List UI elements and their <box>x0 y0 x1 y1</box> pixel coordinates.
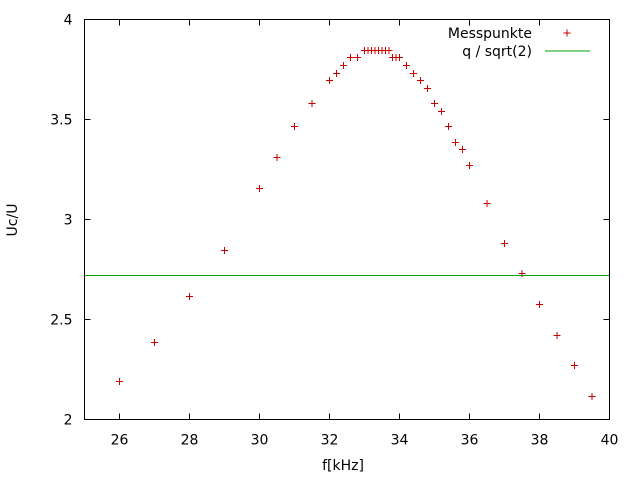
x-tick-labels: 26 28 30 32 34 36 38 40 <box>111 433 619 449</box>
legend: Messpunkte q / sqrt(2) <box>448 26 590 60</box>
x-tick-label: 38 <box>531 433 549 449</box>
data-point <box>466 162 473 169</box>
x-axis-label: f[kHz] <box>322 458 364 474</box>
x-tick-label: 40 <box>601 433 619 449</box>
data-point <box>333 70 340 77</box>
data-point <box>221 247 228 254</box>
data-point <box>553 332 561 339</box>
data-point <box>186 293 193 300</box>
y-tick-label: 2.5 <box>50 313 72 329</box>
legend-marker-messpunkte <box>563 29 571 37</box>
data-point <box>424 85 431 92</box>
data-point <box>347 54 354 61</box>
x-tick-label: 36 <box>461 433 479 449</box>
x-tick-label: 30 <box>251 433 269 449</box>
data-point <box>151 339 158 346</box>
y-tick-labels: 2 2.5 3 3.5 4 <box>50 13 72 429</box>
data-point <box>417 77 424 84</box>
data-point <box>452 139 459 146</box>
data-point <box>459 146 466 153</box>
series-layer <box>84 47 610 400</box>
legend-label-messpunkte: Messpunkte <box>448 26 532 42</box>
data-point <box>354 54 361 61</box>
y-axis-label: Uc/U <box>5 204 21 237</box>
legend-label-q-sqrt2: q / sqrt(2) <box>462 44 532 60</box>
data-point <box>326 77 333 84</box>
y-tick-label: 3 <box>64 213 73 229</box>
data-point <box>403 62 410 69</box>
data-point <box>571 362 578 369</box>
data-point <box>291 123 298 130</box>
data-point <box>396 54 403 61</box>
y-tick-label: 4 <box>64 13 73 29</box>
data-point <box>308 100 316 107</box>
data-point <box>438 108 445 115</box>
data-point <box>588 393 596 400</box>
x-tick-label: 32 <box>321 433 339 449</box>
data-point <box>273 154 281 161</box>
x-tick-label: 26 <box>111 433 129 449</box>
x-tick-label: 28 <box>181 433 199 449</box>
data-point <box>445 123 452 130</box>
data-point <box>385 47 393 54</box>
plot-frame <box>84 19 610 420</box>
data-point <box>116 378 123 385</box>
data-point <box>536 301 543 308</box>
data-point <box>501 240 508 247</box>
y-tick-label: 3.5 <box>50 113 72 129</box>
data-point <box>340 62 347 69</box>
y-tick-label: 2 <box>64 413 73 429</box>
data-point <box>256 185 263 192</box>
tick-marks <box>84 19 610 420</box>
data-point <box>431 100 438 107</box>
x-tick-label: 34 <box>391 433 409 449</box>
data-point <box>410 70 417 77</box>
data-point <box>483 200 491 207</box>
